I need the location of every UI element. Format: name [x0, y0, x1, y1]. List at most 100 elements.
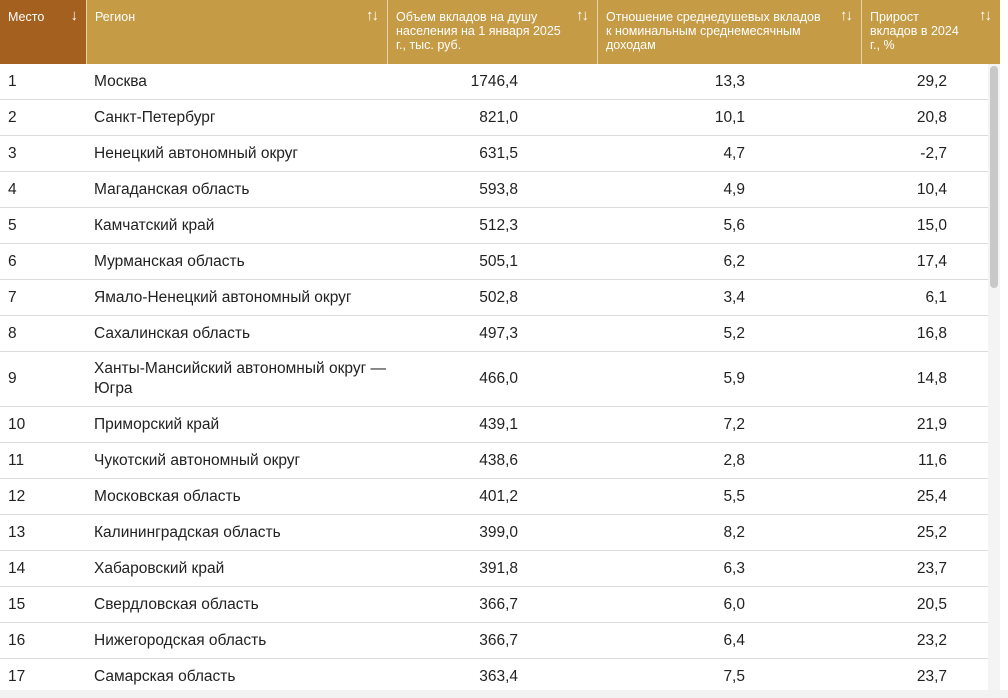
table-row[interactable]: 16 Нижегородская область 366,7 6,4 23,2	[0, 623, 1000, 659]
column-header-volume[interactable]: Объем вкладов на душу населения на 1 янв…	[387, 0, 597, 64]
rank-cell: 8	[8, 324, 17, 342]
growth-cell: 25,4	[916, 487, 947, 505]
region-cell: Хабаровский край	[94, 559, 225, 577]
volume-cell: 366,7	[479, 631, 518, 649]
volume-cell: 439,1	[479, 415, 518, 433]
table-row[interactable]: 10 Приморский край 439,1 7,2 21,9	[0, 407, 1000, 443]
growth-cell: 20,8	[916, 108, 947, 126]
rank-cell: 14	[8, 559, 26, 577]
growth-cell: 25,2	[916, 523, 947, 541]
growth-cell: 23,7	[916, 667, 947, 685]
region-cell: Московская область	[94, 487, 241, 505]
volume-cell: 466,0	[479, 370, 518, 387]
region-cell: Калининградская область	[94, 523, 281, 541]
rank-cell: 7	[8, 288, 17, 306]
table-row[interactable]: 13 Калининградская область 399,0 8,2 25,2	[0, 515, 1000, 551]
region-cell: Сахалинская область	[94, 324, 251, 342]
region-cell: Ненецкий автономный округ	[94, 144, 299, 162]
growth-cell: 20,5	[916, 595, 947, 613]
table-row[interactable]: 9 Ханты-Мансийский автономный округ — Югр…	[0, 352, 1000, 407]
growth-cell: 10,4	[916, 180, 947, 198]
volume-cell: 391,8	[479, 559, 518, 577]
growth-cell: 6,1	[925, 288, 947, 306]
region-cell: Магаданская область	[94, 180, 250, 198]
table-row[interactable]: 12 Московская область 401,2 5,5 25,4	[0, 479, 1000, 515]
ratio-cell: 6,4	[723, 631, 745, 649]
table-row[interactable]: 2 Санкт-Петербург 821,0 10,1 20,8	[0, 100, 1000, 136]
ratio-cell: 7,2	[723, 415, 745, 433]
ratio-cell: 5,5	[723, 487, 745, 505]
volume-cell: 438,6	[479, 451, 518, 469]
volume-cell: 1746,4	[470, 72, 518, 90]
rank-cell: 3	[8, 144, 17, 162]
table-header: Место ↓ Регион ↑↓ Объем вкладов на душу …	[0, 0, 1000, 64]
rank-cell: 10	[8, 415, 26, 433]
ratio-cell: 5,9	[723, 370, 745, 387]
ratio-cell: 3,4	[723, 288, 745, 306]
ratio-cell: 2,8	[723, 451, 745, 469]
column-header-growth[interactable]: Прирост вкладов в 2024 г., % ↑↓	[861, 0, 1000, 64]
table-row[interactable]: 6 Мурманская область 505,1 6,2 17,4	[0, 244, 1000, 280]
sort-icon[interactable]: ↑↓	[840, 7, 853, 24]
column-label: Место	[8, 10, 45, 24]
volume-cell: 363,4	[479, 667, 518, 685]
ratio-cell: 4,7	[723, 144, 745, 162]
ratio-cell: 7,5	[723, 667, 745, 685]
rank-cell: 5	[8, 216, 17, 234]
volume-cell: 821,0	[479, 108, 518, 126]
growth-cell: 23,2	[916, 631, 947, 649]
growth-cell: 29,2	[916, 72, 947, 90]
volume-cell: 401,2	[479, 487, 518, 505]
rank-cell: 2	[8, 108, 17, 126]
column-header-rank[interactable]: Место ↓	[0, 0, 86, 64]
ratio-cell: 4,9	[723, 180, 745, 198]
volume-cell: 366,7	[479, 595, 518, 613]
table-row[interactable]: 7 Ямало-Ненецкий автономный округ 502,8 3,4…	[0, 280, 1000, 316]
table-row[interactable]: 5 Камчатский край 512,3 5,6 15,0	[0, 208, 1000, 244]
growth-cell: 16,8	[916, 324, 947, 342]
region-cell: Чукотский автономный округ	[94, 451, 301, 469]
growth-cell: 14,8	[916, 370, 947, 387]
sort-icon[interactable]: ↑↓	[576, 7, 589, 24]
sort-icon[interactable]: ↑↓	[366, 7, 379, 24]
volume-cell: 512,3	[479, 216, 518, 234]
scrollbar[interactable]	[988, 64, 1000, 698]
table-row[interactable]: 3 Ненецкий автономный округ 631,5 4,7 -2,7	[0, 136, 1000, 172]
region-cell: Камчатский край	[94, 216, 215, 234]
table-row[interactable]: 11 Чукотский автономный округ 438,6 2,8 11,6	[0, 443, 1000, 479]
rank-cell: 6	[8, 252, 17, 270]
rank-cell: 4	[8, 180, 17, 198]
ratio-cell: 6,0	[723, 595, 745, 613]
rank-cell: 13	[8, 523, 26, 541]
region-cell: Самарская область	[94, 667, 236, 685]
region-cell: Санкт-Петербург	[94, 108, 216, 126]
table-row[interactable]: 1 Москва 1746,4 13,3 29,2	[0, 64, 1000, 100]
volume-cell: 502,8	[479, 288, 518, 306]
table-row[interactable]: 4 Магаданская область 593,8 4,9 10,4	[0, 172, 1000, 208]
volume-cell: 593,8	[479, 180, 518, 198]
ratio-cell: 6,2	[723, 252, 745, 270]
volume-cell: 399,0	[479, 523, 518, 541]
growth-cell: 11,6	[917, 451, 947, 469]
table-row[interactable]: 15 Свердловская область 366,7 6,0 20,5	[0, 587, 1000, 623]
arrow-down-icon[interactable]: ↓	[70, 7, 78, 24]
table-row[interactable]: 14 Хабаровский край 391,8 6,3 23,7	[0, 551, 1000, 587]
column-header-ratio[interactable]: Отношение среднедушевых вкладов к номина…	[597, 0, 861, 64]
rank-cell: 15	[8, 595, 26, 613]
sort-icon[interactable]: ↑↓	[979, 7, 992, 24]
table-row[interactable]: 8 Сахалинская область 497,3 5,2 16,8	[0, 316, 1000, 352]
ratio-cell: 8,2	[723, 523, 745, 541]
column-header-region[interactable]: Регион ↑↓	[86, 0, 387, 64]
region-cell: Мурманская область	[94, 252, 245, 270]
ratio-cell: 13,3	[714, 72, 745, 90]
rank-cell: 11	[8, 451, 25, 469]
region-cell: Нижегородская область	[94, 631, 267, 649]
growth-cell: -2,7	[920, 144, 947, 162]
rank-cell: 12	[8, 487, 26, 505]
ratio-cell: 5,2	[723, 324, 745, 342]
volume-cell: 631,5	[479, 144, 518, 162]
scrollbar-thumb[interactable]	[990, 66, 998, 288]
growth-cell: 15,0	[916, 216, 947, 234]
volume-cell: 505,1	[479, 252, 518, 270]
region-cell: Свердловская область	[94, 595, 259, 613]
